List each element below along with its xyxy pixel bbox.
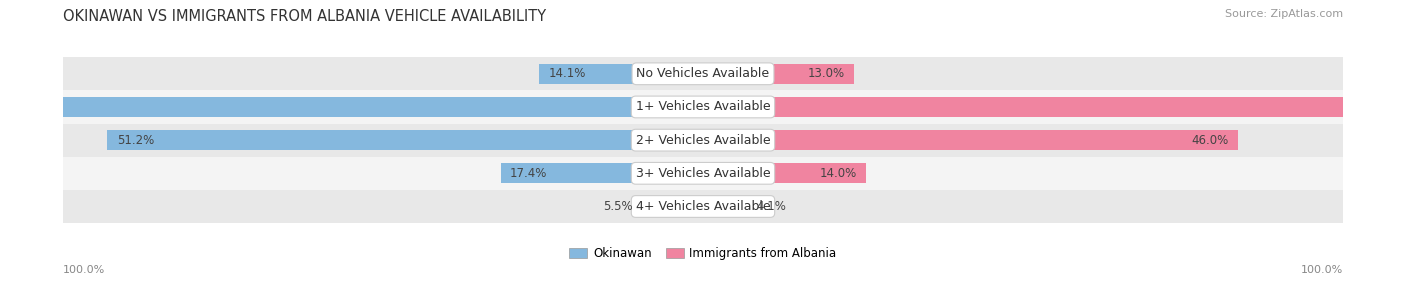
Text: 17.4%: 17.4% [510,167,547,180]
Text: Source: ZipAtlas.com: Source: ZipAtlas.com [1225,9,1343,19]
Bar [63,124,1343,157]
Text: 14.0%: 14.0% [820,167,856,180]
Bar [703,163,866,183]
Text: 1+ Vehicles Available: 1+ Vehicles Available [636,100,770,114]
Text: 14.1%: 14.1% [548,67,586,80]
Text: 4.1%: 4.1% [756,200,786,213]
Bar [63,190,1343,223]
Text: 5.5%: 5.5% [603,200,633,213]
Bar [63,90,1343,124]
Bar [703,130,1239,150]
Bar [501,163,703,183]
Text: 2+ Vehicles Available: 2+ Vehicles Available [636,134,770,147]
Bar [703,196,751,217]
Bar [107,130,703,150]
Text: 4+ Vehicles Available: 4+ Vehicles Available [636,200,770,213]
Text: 3+ Vehicles Available: 3+ Vehicles Available [636,167,770,180]
Bar [63,157,1343,190]
Bar [703,97,1406,117]
Bar [538,64,703,84]
Bar [703,64,855,84]
Text: OKINAWAN VS IMMIGRANTS FROM ALBANIA VEHICLE AVAILABILITY: OKINAWAN VS IMMIGRANTS FROM ALBANIA VEHI… [63,9,547,23]
Text: 46.0%: 46.0% [1191,134,1229,147]
Bar [0,97,703,117]
Text: 100.0%: 100.0% [1301,265,1343,275]
Text: 13.0%: 13.0% [808,67,845,80]
Legend: Okinawan, Immigrants from Albania: Okinawan, Immigrants from Albania [565,242,841,265]
Bar [640,196,703,217]
Text: 100.0%: 100.0% [63,265,105,275]
Text: No Vehicles Available: No Vehicles Available [637,67,769,80]
Bar [63,57,1343,90]
Text: 51.2%: 51.2% [117,134,155,147]
